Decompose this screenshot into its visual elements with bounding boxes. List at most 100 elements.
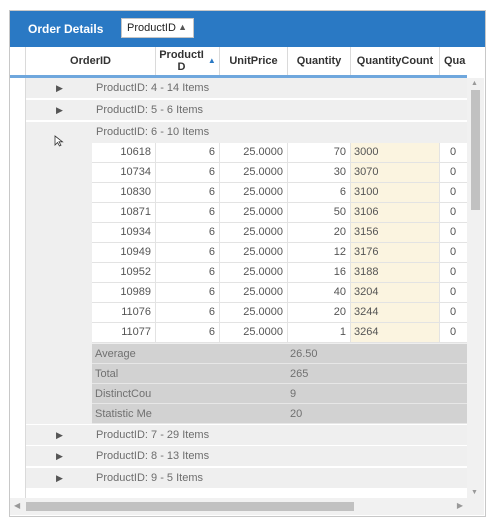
cell-order[interactable]: 10734 bbox=[92, 163, 156, 182]
group-row[interactable]: ▶ ProductID: 4 - 14 Items bbox=[26, 78, 467, 98]
cell-price[interactable]: 25.0000 bbox=[220, 283, 288, 302]
cell-price[interactable]: 25.0000 bbox=[220, 163, 288, 182]
group-by-chip-productid[interactable]: ProductID ▲ bbox=[121, 18, 194, 38]
scroll-down-icon[interactable]: ▼ bbox=[471, 489, 478, 496]
cell-qc[interactable]: 3070 bbox=[351, 163, 440, 182]
cell-price[interactable]: 25.0000 bbox=[220, 223, 288, 242]
cell-price[interactable]: 25.0000 bbox=[220, 143, 288, 162]
cell-qc[interactable]: 3176 bbox=[351, 243, 440, 262]
vertical-scroll-thumb[interactable] bbox=[471, 90, 480, 210]
column-header-productid[interactable]: ProductI D ▲ bbox=[156, 47, 220, 75]
sort-ascending-icon[interactable]: ▲ bbox=[207, 56, 216, 65]
triangle-right-icon[interactable]: ▶ bbox=[56, 430, 63, 440]
cell-qua[interactable]: 0 bbox=[450, 166, 457, 178]
cell-product[interactable]: 6 bbox=[156, 203, 220, 222]
cell-qty[interactable]: 40 bbox=[288, 283, 351, 302]
column-header-qua[interactable]: Qua bbox=[440, 47, 467, 75]
column-header-quantitycount[interactable]: QuantityCount bbox=[351, 47, 440, 75]
table-row[interactable]: 10830 6 25.0000 6 3100 0 bbox=[92, 183, 467, 203]
cell-order[interactable]: 10952 bbox=[92, 263, 156, 282]
cell-product[interactable]: 6 bbox=[156, 243, 220, 262]
cell-product[interactable]: 6 bbox=[156, 223, 220, 242]
cell-order[interactable]: 10618 bbox=[92, 143, 156, 162]
triangle-right-icon[interactable]: ▶ bbox=[56, 473, 63, 483]
cell-product[interactable]: 6 bbox=[156, 283, 220, 302]
table-row[interactable]: 10618 6 25.0000 70 3000 0 bbox=[92, 143, 467, 163]
cell-product[interactable]: 6 bbox=[156, 183, 220, 202]
cell-qty[interactable]: 6 bbox=[288, 183, 351, 202]
summary-label: DistinctCou bbox=[95, 388, 152, 400]
group-row[interactable]: ▶ ProductID: 5 - 6 Items bbox=[26, 100, 467, 120]
cell-qc[interactable]: 3264 bbox=[351, 323, 440, 342]
cell-qua[interactable]: 0 bbox=[450, 286, 457, 298]
triangle-right-icon[interactable]: ▶ bbox=[56, 83, 63, 93]
cell-qc[interactable]: 3100 bbox=[351, 183, 440, 202]
table-row[interactable]: 11076 6 25.0000 20 3244 0 bbox=[92, 303, 467, 323]
cell-qua[interactable]: 0 bbox=[450, 266, 457, 278]
cell-qua[interactable]: 0 bbox=[450, 306, 457, 318]
cell-qty[interactable]: 20 bbox=[288, 223, 351, 242]
column-header-orderid[interactable]: OrderID bbox=[26, 47, 156, 75]
scroll-right-icon[interactable]: ▶ bbox=[456, 501, 463, 510]
cell-qty[interactable]: 16 bbox=[288, 263, 351, 282]
cell-order[interactable]: 10830 bbox=[92, 183, 156, 202]
table-row[interactable]: 10952 6 25.0000 16 3188 0 bbox=[92, 263, 467, 283]
cell-qty[interactable]: 1 bbox=[288, 323, 351, 342]
cell-product[interactable]: 6 bbox=[156, 143, 220, 162]
cell-qua[interactable]: 0 bbox=[450, 226, 457, 238]
cell-order[interactable]: 11076 bbox=[92, 303, 156, 322]
cell-qc[interactable]: 3000 bbox=[351, 143, 440, 162]
sort-ascending-icon[interactable]: ▲ bbox=[178, 22, 187, 32]
cell-qty[interactable]: 70 bbox=[288, 143, 351, 162]
table-row[interactable]: 10871 6 25.0000 50 3106 0 bbox=[92, 203, 467, 223]
scroll-up-icon[interactable]: ▲ bbox=[471, 80, 478, 87]
cell-qua[interactable]: 0 bbox=[450, 326, 457, 338]
group-row[interactable]: ▶ ProductID: 8 - 13 Items bbox=[26, 446, 467, 466]
cell-qua[interactable]: 0 bbox=[450, 146, 457, 158]
cell-qua[interactable]: 0 bbox=[450, 246, 457, 258]
cell-order[interactable]: 10871 bbox=[92, 203, 156, 222]
horizontal-scroll-thumb[interactable] bbox=[26, 502, 354, 511]
group-row-label: ProductID: 5 - 6 Items bbox=[96, 104, 203, 116]
cell-qty[interactable]: 50 bbox=[288, 203, 351, 222]
cell-price[interactable]: 25.0000 bbox=[220, 183, 288, 202]
table-row[interactable]: 10989 6 25.0000 40 3204 0 bbox=[92, 283, 467, 303]
triangle-right-icon[interactable]: ▶ bbox=[56, 451, 63, 461]
cell-price[interactable]: 25.0000 bbox=[220, 203, 288, 222]
cell-order[interactable]: 10989 bbox=[92, 283, 156, 302]
cell-qua[interactable]: 0 bbox=[450, 206, 457, 218]
cell-order[interactable]: 10934 bbox=[92, 223, 156, 242]
table-row[interactable]: 10949 6 25.0000 12 3176 0 bbox=[92, 243, 467, 263]
scroll-left-icon[interactable]: ◀ bbox=[14, 501, 21, 510]
column-header-unitprice[interactable]: UnitPrice bbox=[220, 47, 288, 75]
vertical-scrollbar[interactable]: ▲ ▼ bbox=[467, 78, 484, 498]
cell-qc[interactable]: 3156 bbox=[351, 223, 440, 242]
cell-price[interactable]: 25.0000 bbox=[220, 263, 288, 282]
cell-product[interactable]: 6 bbox=[156, 303, 220, 322]
cell-qua[interactable]: 0 bbox=[450, 186, 457, 198]
group-row[interactable]: ▶ ProductID: 9 - 5 Items bbox=[26, 468, 467, 488]
cell-product[interactable]: 6 bbox=[156, 263, 220, 282]
horizontal-scrollbar[interactable]: ◀ ▶ bbox=[10, 498, 467, 515]
triangle-right-icon[interactable]: ▶ bbox=[56, 105, 63, 115]
column-header-quantity[interactable]: Quantity bbox=[288, 47, 351, 75]
cell-qc[interactable]: 3188 bbox=[351, 263, 440, 282]
cell-price[interactable]: 25.0000 bbox=[220, 323, 288, 342]
group-row-expanded[interactable]: ProductID: 6 - 10 Items bbox=[26, 122, 467, 142]
cell-price[interactable]: 25.0000 bbox=[220, 303, 288, 322]
cell-qty[interactable]: 12 bbox=[288, 243, 351, 262]
cell-order[interactable]: 11077 bbox=[92, 323, 156, 342]
cell-qc[interactable]: 3204 bbox=[351, 283, 440, 302]
cell-qc[interactable]: 3106 bbox=[351, 203, 440, 222]
cell-qty[interactable]: 30 bbox=[288, 163, 351, 182]
table-row[interactable]: 10734 6 25.0000 30 3070 0 bbox=[92, 163, 467, 183]
cell-product[interactable]: 6 bbox=[156, 163, 220, 182]
cell-order[interactable]: 10949 bbox=[92, 243, 156, 262]
table-row[interactable]: 10934 6 25.0000 20 3156 0 bbox=[92, 223, 467, 243]
cell-qty[interactable]: 20 bbox=[288, 303, 351, 322]
group-row[interactable]: ▶ ProductID: 7 - 29 Items bbox=[26, 425, 467, 445]
cell-product[interactable]: 6 bbox=[156, 323, 220, 342]
table-row[interactable]: 11077 6 25.0000 1 3264 0 bbox=[92, 323, 467, 343]
cell-qc[interactable]: 3244 bbox=[351, 303, 440, 322]
cell-price[interactable]: 25.0000 bbox=[220, 243, 288, 262]
